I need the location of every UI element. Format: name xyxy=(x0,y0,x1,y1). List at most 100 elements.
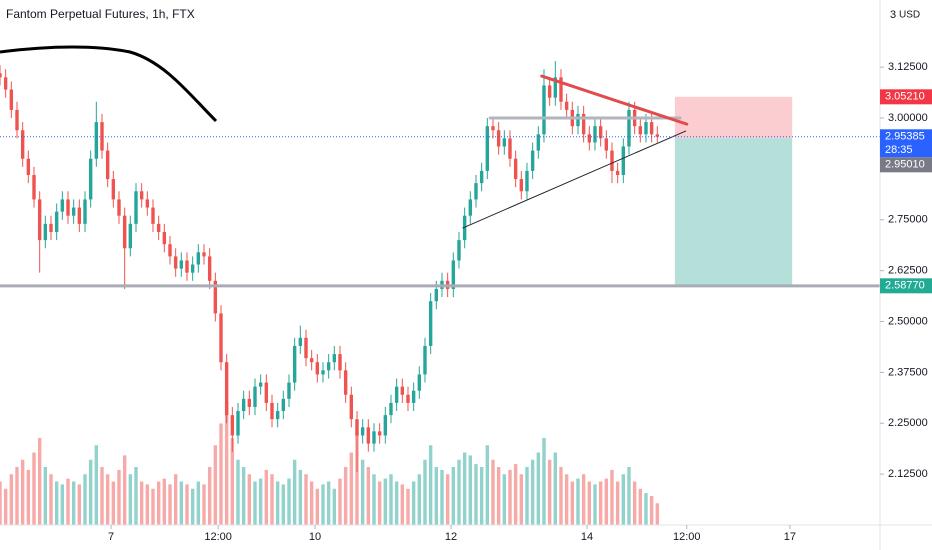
candle-body xyxy=(105,150,110,180)
volume-bar xyxy=(128,474,133,525)
volume-bar xyxy=(179,481,184,525)
candle-body xyxy=(100,122,104,151)
volume-bar xyxy=(60,484,65,525)
volume-bar xyxy=(304,474,308,525)
price-label: 2.95385 xyxy=(885,131,925,143)
volume-bar xyxy=(173,474,178,525)
volume-bar xyxy=(32,452,36,525)
countdown-label: 28:35 xyxy=(885,144,913,156)
y-tick-label: 2.62500 xyxy=(888,265,928,277)
volume-bar xyxy=(332,488,337,525)
x-tick-label: 7 xyxy=(108,531,114,543)
volume-bar xyxy=(553,452,558,525)
scale-label: 3 xyxy=(890,9,896,21)
volume-bar xyxy=(230,438,235,525)
candle-body xyxy=(94,122,99,159)
volume-bar xyxy=(417,474,422,525)
candle-body xyxy=(343,370,348,395)
zones xyxy=(674,96,793,286)
volume-bar xyxy=(111,481,116,525)
candle-body xyxy=(627,109,631,147)
volume-bar xyxy=(593,484,597,525)
candle-body xyxy=(598,126,603,139)
plot-background xyxy=(0,0,880,525)
volume-bar xyxy=(360,459,365,525)
volume-bar xyxy=(15,467,19,525)
x-tick-label: 14 xyxy=(581,531,593,543)
volume-bar xyxy=(649,496,654,525)
candle-body xyxy=(321,370,325,375)
volume-bar xyxy=(54,481,59,525)
currency[interactable]: USD xyxy=(899,10,920,21)
candle-body xyxy=(394,386,399,403)
volume-bar xyxy=(134,467,138,525)
candle-body xyxy=(400,386,405,395)
volume-bar xyxy=(598,481,603,525)
stop-zone xyxy=(674,96,793,139)
candle-body xyxy=(122,215,127,249)
candle-body xyxy=(270,402,274,420)
drawing-layer xyxy=(0,74,880,288)
volume-bar xyxy=(627,467,631,525)
candle-body xyxy=(428,301,433,346)
volume-bar xyxy=(20,459,25,525)
volume-bar xyxy=(513,464,518,525)
volume-bar xyxy=(366,467,371,525)
volume-bar xyxy=(479,467,484,525)
volume-bar xyxy=(632,481,637,525)
candle-body xyxy=(559,77,563,102)
candle-body xyxy=(383,415,388,436)
volume-bar xyxy=(9,474,14,525)
volume-bar xyxy=(213,445,218,525)
candle-body xyxy=(366,427,371,444)
candle-body xyxy=(377,431,382,436)
volume-bar xyxy=(247,474,252,525)
candle-body xyxy=(519,179,524,192)
candle-body xyxy=(179,260,184,269)
candle-body xyxy=(581,113,586,135)
volume-bar xyxy=(491,459,495,525)
candle-body xyxy=(253,386,257,407)
trend-line xyxy=(462,130,687,229)
volume-bar xyxy=(100,467,104,525)
candle-body xyxy=(553,77,558,98)
volume-bar xyxy=(542,438,546,525)
candle-body xyxy=(372,431,376,444)
candle-body xyxy=(525,170,529,192)
volume-bar xyxy=(236,459,240,525)
price-label-box xyxy=(880,89,932,105)
volume-bar xyxy=(224,401,229,525)
volume-bar xyxy=(343,467,348,525)
volume-bar xyxy=(576,478,580,525)
candle-body xyxy=(309,358,314,363)
candle-body xyxy=(173,256,178,269)
axis-layer: 3.12500 3.00000 2.75000 2.62500 2.50000 2.375… xyxy=(108,61,932,543)
candle-body xyxy=(621,146,626,175)
candle-body xyxy=(145,199,150,208)
volume-bar xyxy=(71,481,76,525)
volume-bar xyxy=(621,474,626,525)
volume-bar xyxy=(219,423,223,525)
volume-bar xyxy=(37,438,42,525)
x-tick-label: 17 xyxy=(784,531,796,543)
candle-body xyxy=(264,382,269,403)
candle-body xyxy=(9,89,14,110)
candle-body xyxy=(111,179,116,200)
candle-body xyxy=(338,354,342,371)
candle-body xyxy=(190,264,195,273)
candle-body xyxy=(196,252,201,265)
volume-bar xyxy=(559,467,563,525)
candle-body xyxy=(298,337,303,346)
volume-bar xyxy=(581,474,586,525)
volume-bar xyxy=(292,459,297,525)
volume-bar xyxy=(264,469,269,525)
y-tick-label: 2.75000 xyxy=(888,214,928,226)
volume-bar xyxy=(440,469,444,525)
price-label-box xyxy=(880,278,932,294)
volume-bar xyxy=(547,459,552,525)
y-tick-label: 3.00000 xyxy=(888,112,928,124)
candle-body xyxy=(168,244,172,257)
volume-bar xyxy=(383,478,388,525)
candle-body xyxy=(593,126,597,143)
candle-body xyxy=(649,122,654,135)
